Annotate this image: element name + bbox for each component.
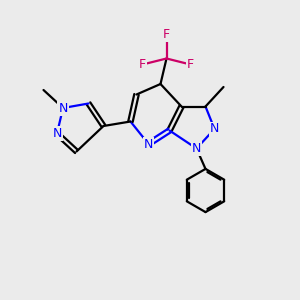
Text: N: N <box>144 137 153 151</box>
Text: F: F <box>187 58 194 71</box>
Text: F: F <box>139 58 146 71</box>
Text: F: F <box>163 28 170 41</box>
Text: N: N <box>58 101 68 115</box>
Text: N: N <box>52 127 62 140</box>
Text: N: N <box>210 122 219 136</box>
Text: N: N <box>192 142 201 155</box>
